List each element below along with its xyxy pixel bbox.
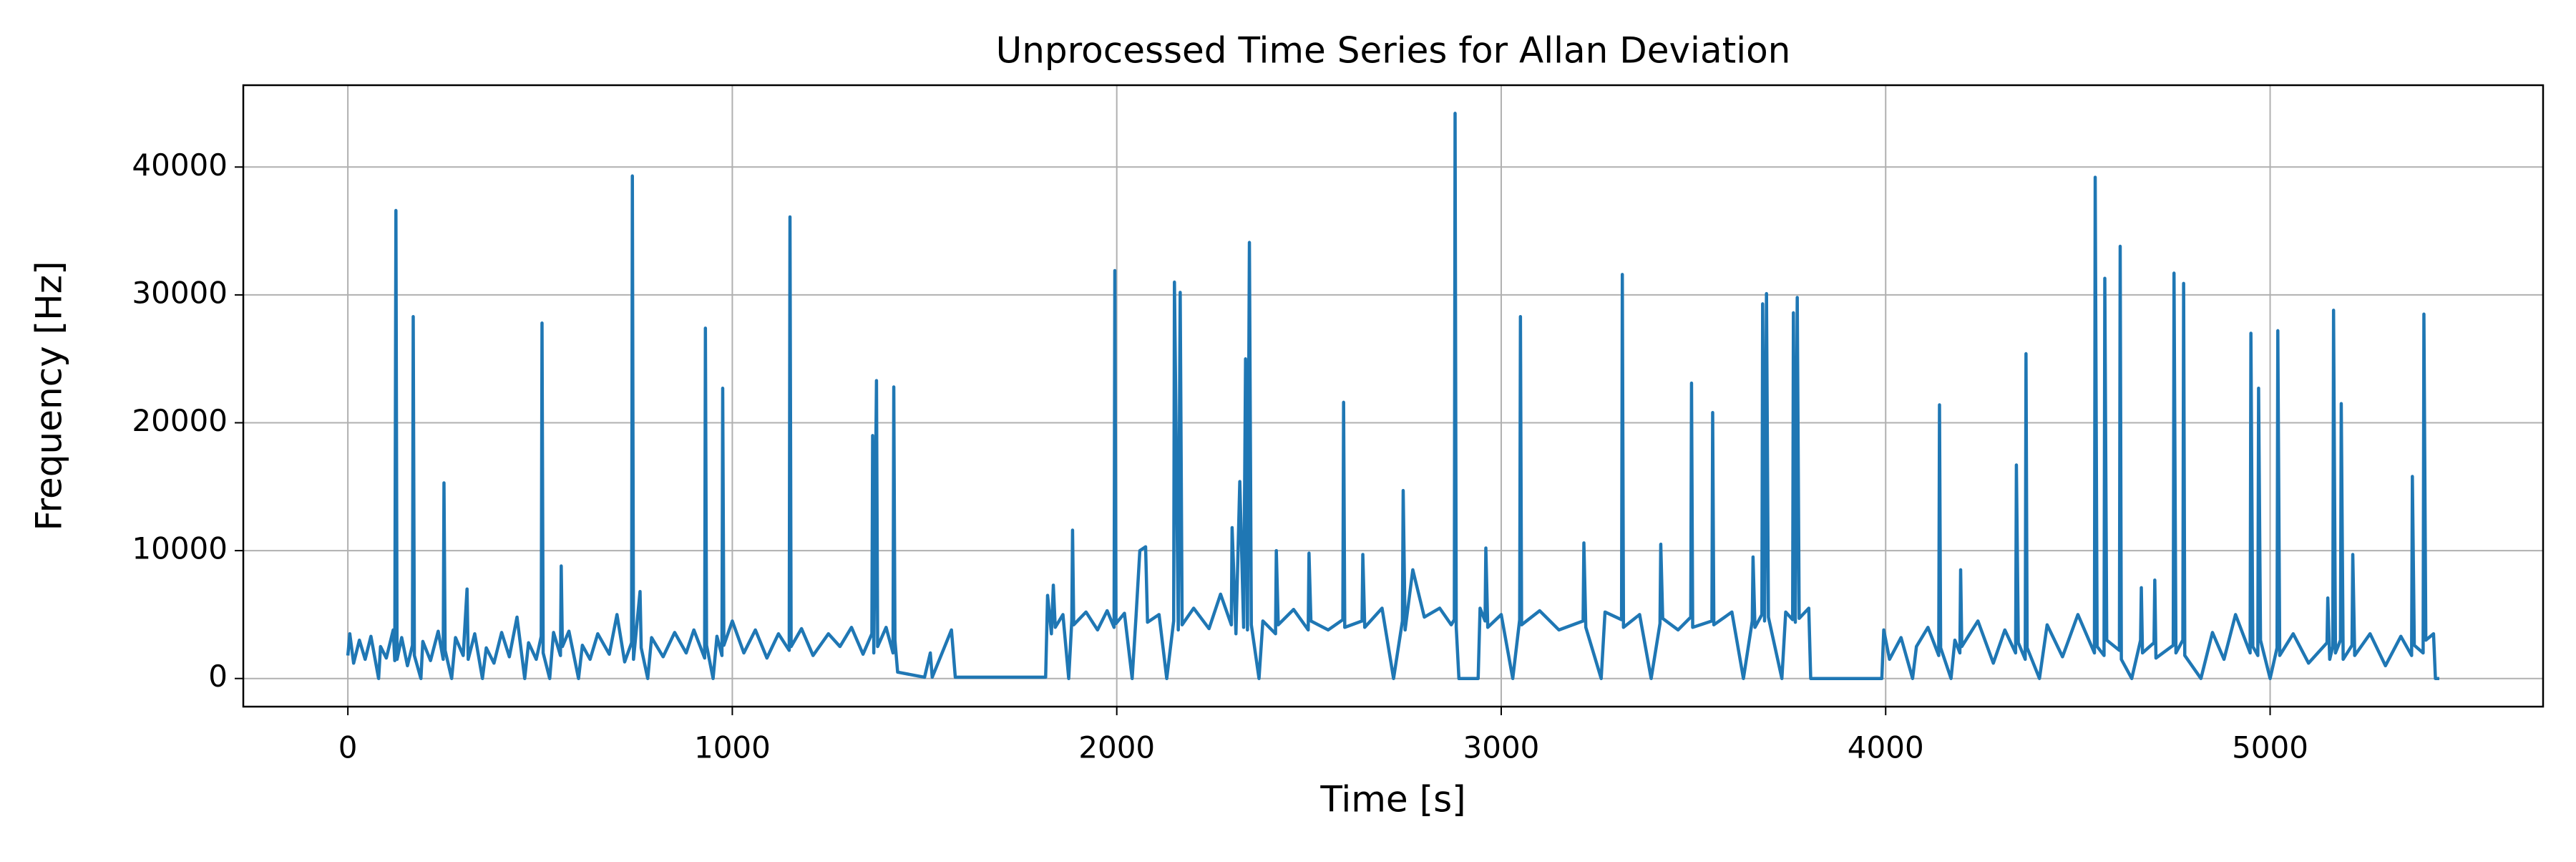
y-tick-label: 20000 bbox=[132, 403, 228, 438]
x-tick-label: 5000 bbox=[2232, 730, 2308, 765]
x-tick-label: 3000 bbox=[1463, 730, 1540, 765]
x-tick-label: 4000 bbox=[1848, 730, 1924, 765]
x-tick-label: 0 bbox=[338, 730, 358, 765]
data-line bbox=[346, 112, 2439, 680]
axes: 0 1000 2000 3000 4000 5000 0 10000 20000 30000 400… bbox=[132, 84, 2545, 765]
y-tick-label: 0 bbox=[208, 659, 228, 694]
x-tick-label: 1000 bbox=[694, 730, 771, 765]
y-tick-label: 30000 bbox=[132, 275, 228, 310]
y-tick-label: 10000 bbox=[132, 531, 228, 566]
chart-title: Unprocessed Time Series for Allan Deviat… bbox=[996, 30, 1791, 72]
y-tick-label: 40000 bbox=[132, 147, 228, 183]
plot-area bbox=[346, 112, 2439, 680]
x-tick-label: 2000 bbox=[1078, 730, 1155, 765]
y-axis-label: Frequency [Hz] bbox=[29, 261, 70, 531]
plot-frame bbox=[242, 84, 2545, 708]
grid bbox=[243, 85, 2543, 707]
x-axis-label: Time [s] bbox=[1319, 779, 1465, 820]
